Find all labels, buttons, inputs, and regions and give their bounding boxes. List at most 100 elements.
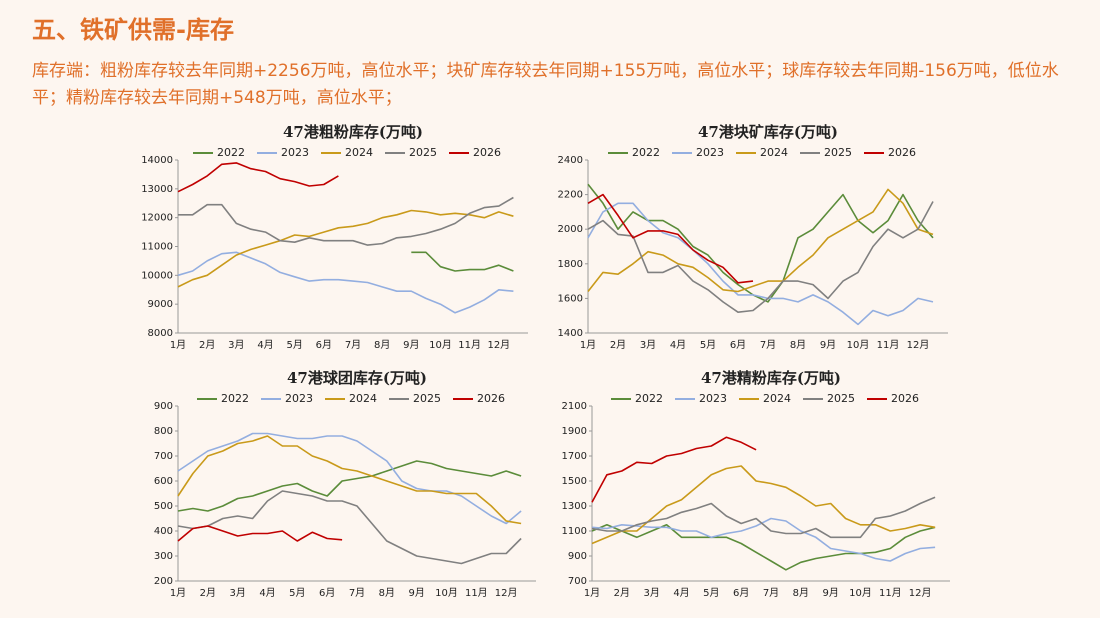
- legend-label: 2025: [409, 146, 437, 159]
- series-line: [587, 188, 934, 293]
- x-tick-label: 10月: [849, 587, 872, 599]
- chart-title: 47港球团库存(万吨): [287, 369, 427, 387]
- legend-label: 2026: [888, 146, 916, 159]
- x-tick-label: 4月: [670, 339, 686, 351]
- y-tick-label: 1900: [562, 426, 587, 437]
- x-tick-label: 7月: [345, 339, 361, 351]
- x-tick-label: 2月: [610, 339, 626, 351]
- y-tick-label: 1600: [558, 293, 583, 304]
- x-tick-label: 8月: [374, 339, 390, 351]
- x-tick-label: 12月: [495, 587, 518, 599]
- legend-label: 2025: [824, 146, 852, 159]
- legend-label: 2026: [477, 392, 505, 405]
- legend-label: 2022: [217, 146, 245, 159]
- slide-title: 五、铁矿供需-库存: [32, 16, 234, 44]
- x-tick-label: 6月: [733, 587, 749, 599]
- x-tick-label: 9月: [408, 587, 424, 599]
- y-tick-label: 800: [154, 426, 173, 437]
- y-tick-label: 2400: [558, 155, 583, 166]
- x-tick-label: 10月: [847, 339, 870, 351]
- y-tick-label: 10000: [141, 270, 173, 281]
- y-tick-label: 8000: [148, 328, 173, 339]
- x-tick-label: 4月: [259, 587, 275, 599]
- series-line: [587, 202, 934, 326]
- series-line: [178, 196, 514, 246]
- y-tick-label: 700: [154, 451, 173, 462]
- x-tick-label: 9月: [820, 339, 836, 351]
- series-line: [591, 524, 936, 571]
- x-tick-label: 10月: [435, 587, 458, 599]
- series-line: [177, 251, 514, 314]
- x-tick-label: 11月: [458, 339, 481, 351]
- y-tick-label: 12000: [141, 213, 173, 224]
- summary-text: 库存端：粗粉库存较去年同期+2256万吨，高位水平；块矿库存较去年同期+155万…: [32, 61, 1059, 108]
- x-tick-label: 3月: [643, 587, 659, 599]
- x-tick-label: 1月: [170, 339, 186, 351]
- x-tick-label: 9月: [403, 339, 419, 351]
- y-tick-label: 1700: [562, 451, 587, 462]
- y-tick-label: 1100: [562, 526, 587, 537]
- x-tick-label: 12月: [907, 339, 930, 351]
- x-tick-label: 5月: [703, 587, 719, 599]
- x-tick-label: 8月: [379, 587, 395, 599]
- series-line: [177, 460, 522, 512]
- chart-title: 47港粗粉库存(万吨): [283, 123, 423, 141]
- x-tick-label: 12月: [487, 339, 510, 351]
- x-tick-label: 3月: [229, 587, 245, 599]
- x-tick-label: 11月: [877, 339, 900, 351]
- legend-label: 2022: [635, 392, 663, 405]
- legend-label: 2024: [345, 146, 373, 159]
- series-line: [411, 251, 514, 272]
- x-tick-label: 6月: [319, 587, 335, 599]
- legend-label: 2025: [827, 392, 855, 405]
- x-tick-label: 9月: [822, 587, 838, 599]
- legend-label: 2024: [763, 392, 791, 405]
- x-tick-label: 3月: [640, 339, 656, 351]
- x-tick-label: 1月: [170, 587, 186, 599]
- legend-label: 2024: [349, 392, 377, 405]
- x-tick-label: 1月: [584, 587, 600, 599]
- y-tick-label: 2000: [558, 224, 583, 235]
- x-tick-label: 5月: [700, 339, 716, 351]
- x-tick-label: 8月: [793, 587, 809, 599]
- x-tick-label: 2月: [200, 587, 216, 599]
- x-tick-label: 5月: [286, 339, 302, 351]
- series-line: [177, 209, 514, 288]
- x-tick-label: 10月: [429, 339, 452, 351]
- x-tick-label: 1月: [580, 339, 596, 351]
- y-tick-label: 300: [154, 551, 173, 562]
- series-line: [587, 201, 934, 313]
- legend-label: 2026: [473, 146, 501, 159]
- y-tick-label: 200: [154, 576, 173, 587]
- legend-label: 2024: [760, 146, 788, 159]
- legend-label: 2025: [413, 392, 441, 405]
- legend-label: 2022: [632, 146, 660, 159]
- series-line: [587, 193, 754, 284]
- y-tick-label: 1800: [558, 259, 583, 270]
- x-tick-label: 4月: [257, 339, 273, 351]
- x-tick-label: 6月: [316, 339, 332, 351]
- x-tick-label: 6月: [730, 339, 746, 351]
- y-tick-label: 9000: [148, 299, 173, 310]
- y-tick-label: 500: [154, 501, 173, 512]
- x-tick-label: 12月: [909, 587, 932, 599]
- legend-label: 2023: [281, 146, 309, 159]
- y-tick-label: 2100: [562, 401, 587, 412]
- x-tick-label: 5月: [289, 587, 305, 599]
- y-tick-label: 1300: [562, 501, 587, 512]
- series-line: [591, 436, 757, 503]
- y-tick-label: 1400: [558, 328, 583, 339]
- x-tick-label: 4月: [673, 587, 689, 599]
- series-line: [177, 490, 522, 565]
- x-tick-label: 8月: [790, 339, 806, 351]
- y-tick-label: 13000: [141, 184, 173, 195]
- chart-title: 47港块矿库存(万吨): [698, 123, 838, 141]
- y-tick-label: 900: [568, 551, 587, 562]
- series-line: [177, 435, 522, 525]
- series-line: [177, 525, 343, 542]
- series-line: [591, 496, 936, 539]
- series-line: [177, 162, 339, 193]
- legend-label: 2023: [696, 146, 724, 159]
- chart-title: 47港精粉库存(万吨): [701, 369, 841, 387]
